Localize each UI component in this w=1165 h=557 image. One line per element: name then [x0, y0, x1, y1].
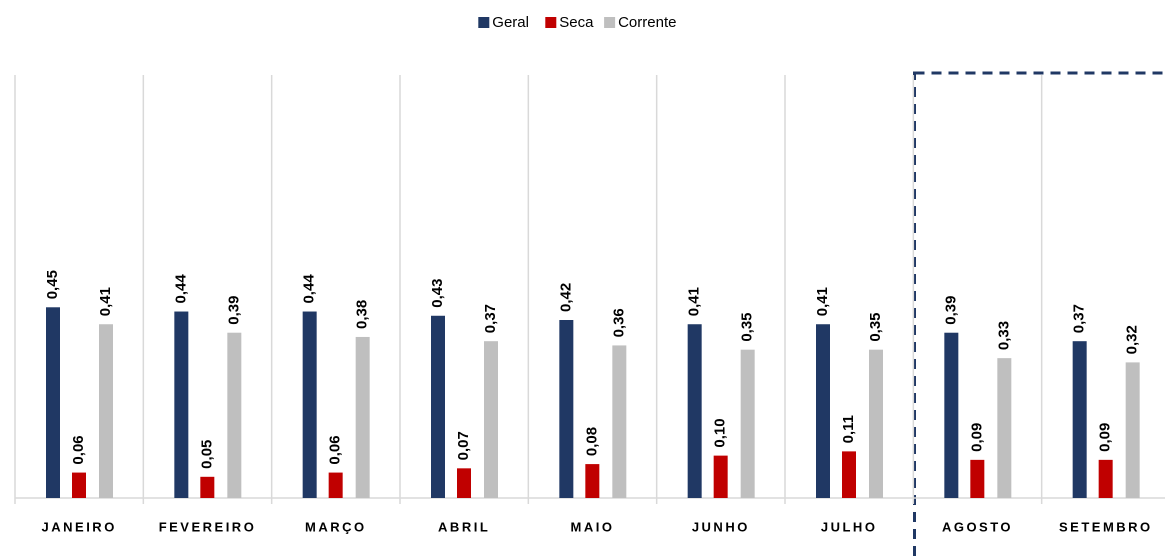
bar — [1125, 362, 1140, 498]
data-label: 0,42 — [557, 283, 574, 312]
bar — [174, 311, 189, 498]
legend-label: Seca — [559, 14, 594, 31]
data-label: 0,06 — [70, 435, 87, 464]
bar — [355, 336, 370, 498]
x-tick-label: ABRIL — [438, 519, 490, 534]
x-tick-label: JANEIRO — [42, 519, 117, 534]
bar — [431, 315, 445, 498]
x-tick-label: MAIO — [571, 519, 615, 534]
bar — [842, 451, 856, 498]
bar — [457, 468, 471, 498]
bar — [997, 358, 1012, 498]
data-label: 0,35 — [739, 312, 756, 341]
bar — [612, 345, 627, 498]
x-tick-label: SETEMBRO — [1059, 519, 1153, 534]
bar — [46, 307, 60, 498]
bar — [484, 341, 498, 498]
data-label: 0,07 — [455, 431, 472, 460]
data-label: 0,45 — [44, 270, 61, 299]
bar — [970, 459, 985, 498]
bar — [816, 324, 830, 498]
bar — [99, 324, 113, 498]
data-label: 0,08 — [583, 427, 600, 456]
x-tick-label: AGOSTO — [942, 519, 1013, 534]
data-label: 0,32 — [1124, 325, 1141, 354]
data-label: 0,35 — [867, 312, 884, 341]
data-label: 0,05 — [198, 440, 215, 469]
data-label: 0,09 — [968, 423, 985, 452]
data-label: 0,11 — [840, 415, 857, 443]
legend-swatch — [545, 17, 557, 28]
data-label: 0,33 — [995, 321, 1012, 350]
bar — [72, 472, 86, 498]
data-label: 0,41 — [814, 287, 831, 316]
bar — [328, 472, 343, 498]
data-label: 0,06 — [327, 435, 344, 464]
legend-label: Geral — [492, 14, 529, 31]
bar — [227, 332, 242, 498]
data-label: 0,39 — [225, 296, 242, 325]
data-label: 0,09 — [1097, 423, 1114, 452]
data-label: 0,41 — [97, 287, 114, 316]
bar — [559, 320, 574, 498]
x-tick-label: FEVEREIRO — [159, 519, 257, 534]
data-label: 0,43 — [429, 279, 446, 308]
x-tick-label: JUNHO — [692, 519, 750, 534]
data-label: 0,10 — [712, 418, 729, 447]
bar — [1072, 341, 1087, 498]
x-tick-label: MARÇO — [305, 519, 367, 534]
data-label: 0,41 — [686, 287, 703, 316]
data-label: 0,44 — [172, 274, 189, 304]
bar — [687, 324, 702, 498]
bar — [1098, 459, 1113, 498]
bar — [944, 332, 959, 498]
bar — [869, 349, 883, 498]
data-label: 0,44 — [301, 274, 318, 304]
legend-label: Corrente — [618, 14, 676, 31]
data-label: 0,37 — [1071, 304, 1088, 333]
data-label: 0,37 — [482, 304, 499, 333]
bar — [200, 476, 215, 498]
data-label: 0,38 — [354, 300, 371, 329]
bar — [585, 464, 600, 498]
bar — [713, 455, 728, 498]
bar — [740, 349, 755, 498]
legend-swatch — [604, 17, 616, 28]
data-label: 0,39 — [942, 296, 959, 325]
x-tick-label: JULHO — [821, 519, 878, 534]
data-label: 0,36 — [610, 308, 627, 337]
bar — [302, 311, 317, 498]
legend-swatch — [478, 17, 490, 28]
